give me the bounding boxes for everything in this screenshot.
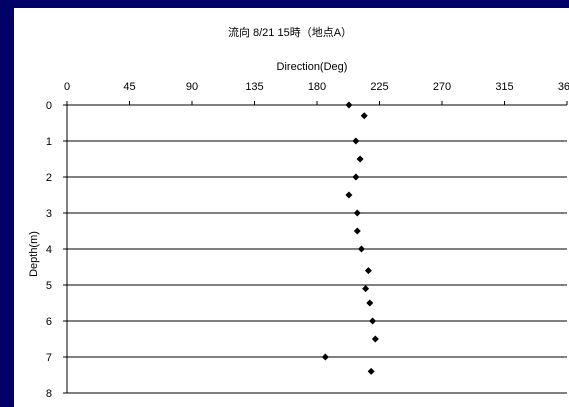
data-point-6 (353, 209, 361, 217)
data-point-9 (364, 267, 372, 275)
x-tick-label-135: 135 (245, 81, 263, 93)
y-tick-label-4: 4 (46, 244, 52, 256)
data-point-4 (352, 173, 360, 181)
data-point-0 (345, 101, 353, 109)
grid-layer (66, 104, 567, 394)
data-point-10 (362, 285, 370, 293)
data-point-13 (371, 335, 379, 343)
points-layer (321, 101, 379, 375)
x-tick-label-315: 315 (495, 81, 513, 93)
data-point-12 (369, 317, 377, 325)
x-tick-label-45: 45 (123, 81, 135, 93)
x-tick-label-180: 180 (308, 81, 326, 93)
x-tick-label-360: 360 (558, 81, 569, 93)
y-tick-label-8: 8 (46, 388, 52, 400)
y-tick-label-6: 6 (46, 316, 52, 328)
data-point-15 (367, 367, 375, 375)
ticks-layer: 04590135180225270315360012345678 (46, 81, 569, 400)
x-tick-label-90: 90 (186, 81, 198, 93)
chart-panel (14, 8, 569, 407)
y-tick-label-0: 0 (46, 100, 52, 112)
x-tick-label-0: 0 (64, 81, 70, 93)
y-tick-label-5: 5 (46, 280, 52, 292)
x-tick-label-270: 270 (433, 81, 451, 93)
y-tick-label-2: 2 (46, 172, 52, 184)
data-point-1 (360, 112, 368, 120)
data-point-5 (345, 191, 353, 199)
y-tick-label-1: 1 (46, 136, 52, 148)
data-point-3 (356, 155, 364, 163)
y-axis-label: Depth(m) (28, 231, 40, 277)
chart-title: 流向 8/21 15時（地点A） (228, 25, 352, 39)
data-point-2 (352, 137, 360, 145)
x-axis-label: Direction(Deg) (277, 61, 348, 73)
data-point-7 (353, 227, 361, 235)
y-tick-label-3: 3 (46, 208, 52, 220)
x-tick-label-225: 225 (370, 81, 388, 93)
data-point-14 (321, 353, 329, 361)
data-point-8 (357, 245, 365, 253)
y-tick-label-7: 7 (46, 352, 52, 364)
data-point-11 (366, 299, 374, 307)
